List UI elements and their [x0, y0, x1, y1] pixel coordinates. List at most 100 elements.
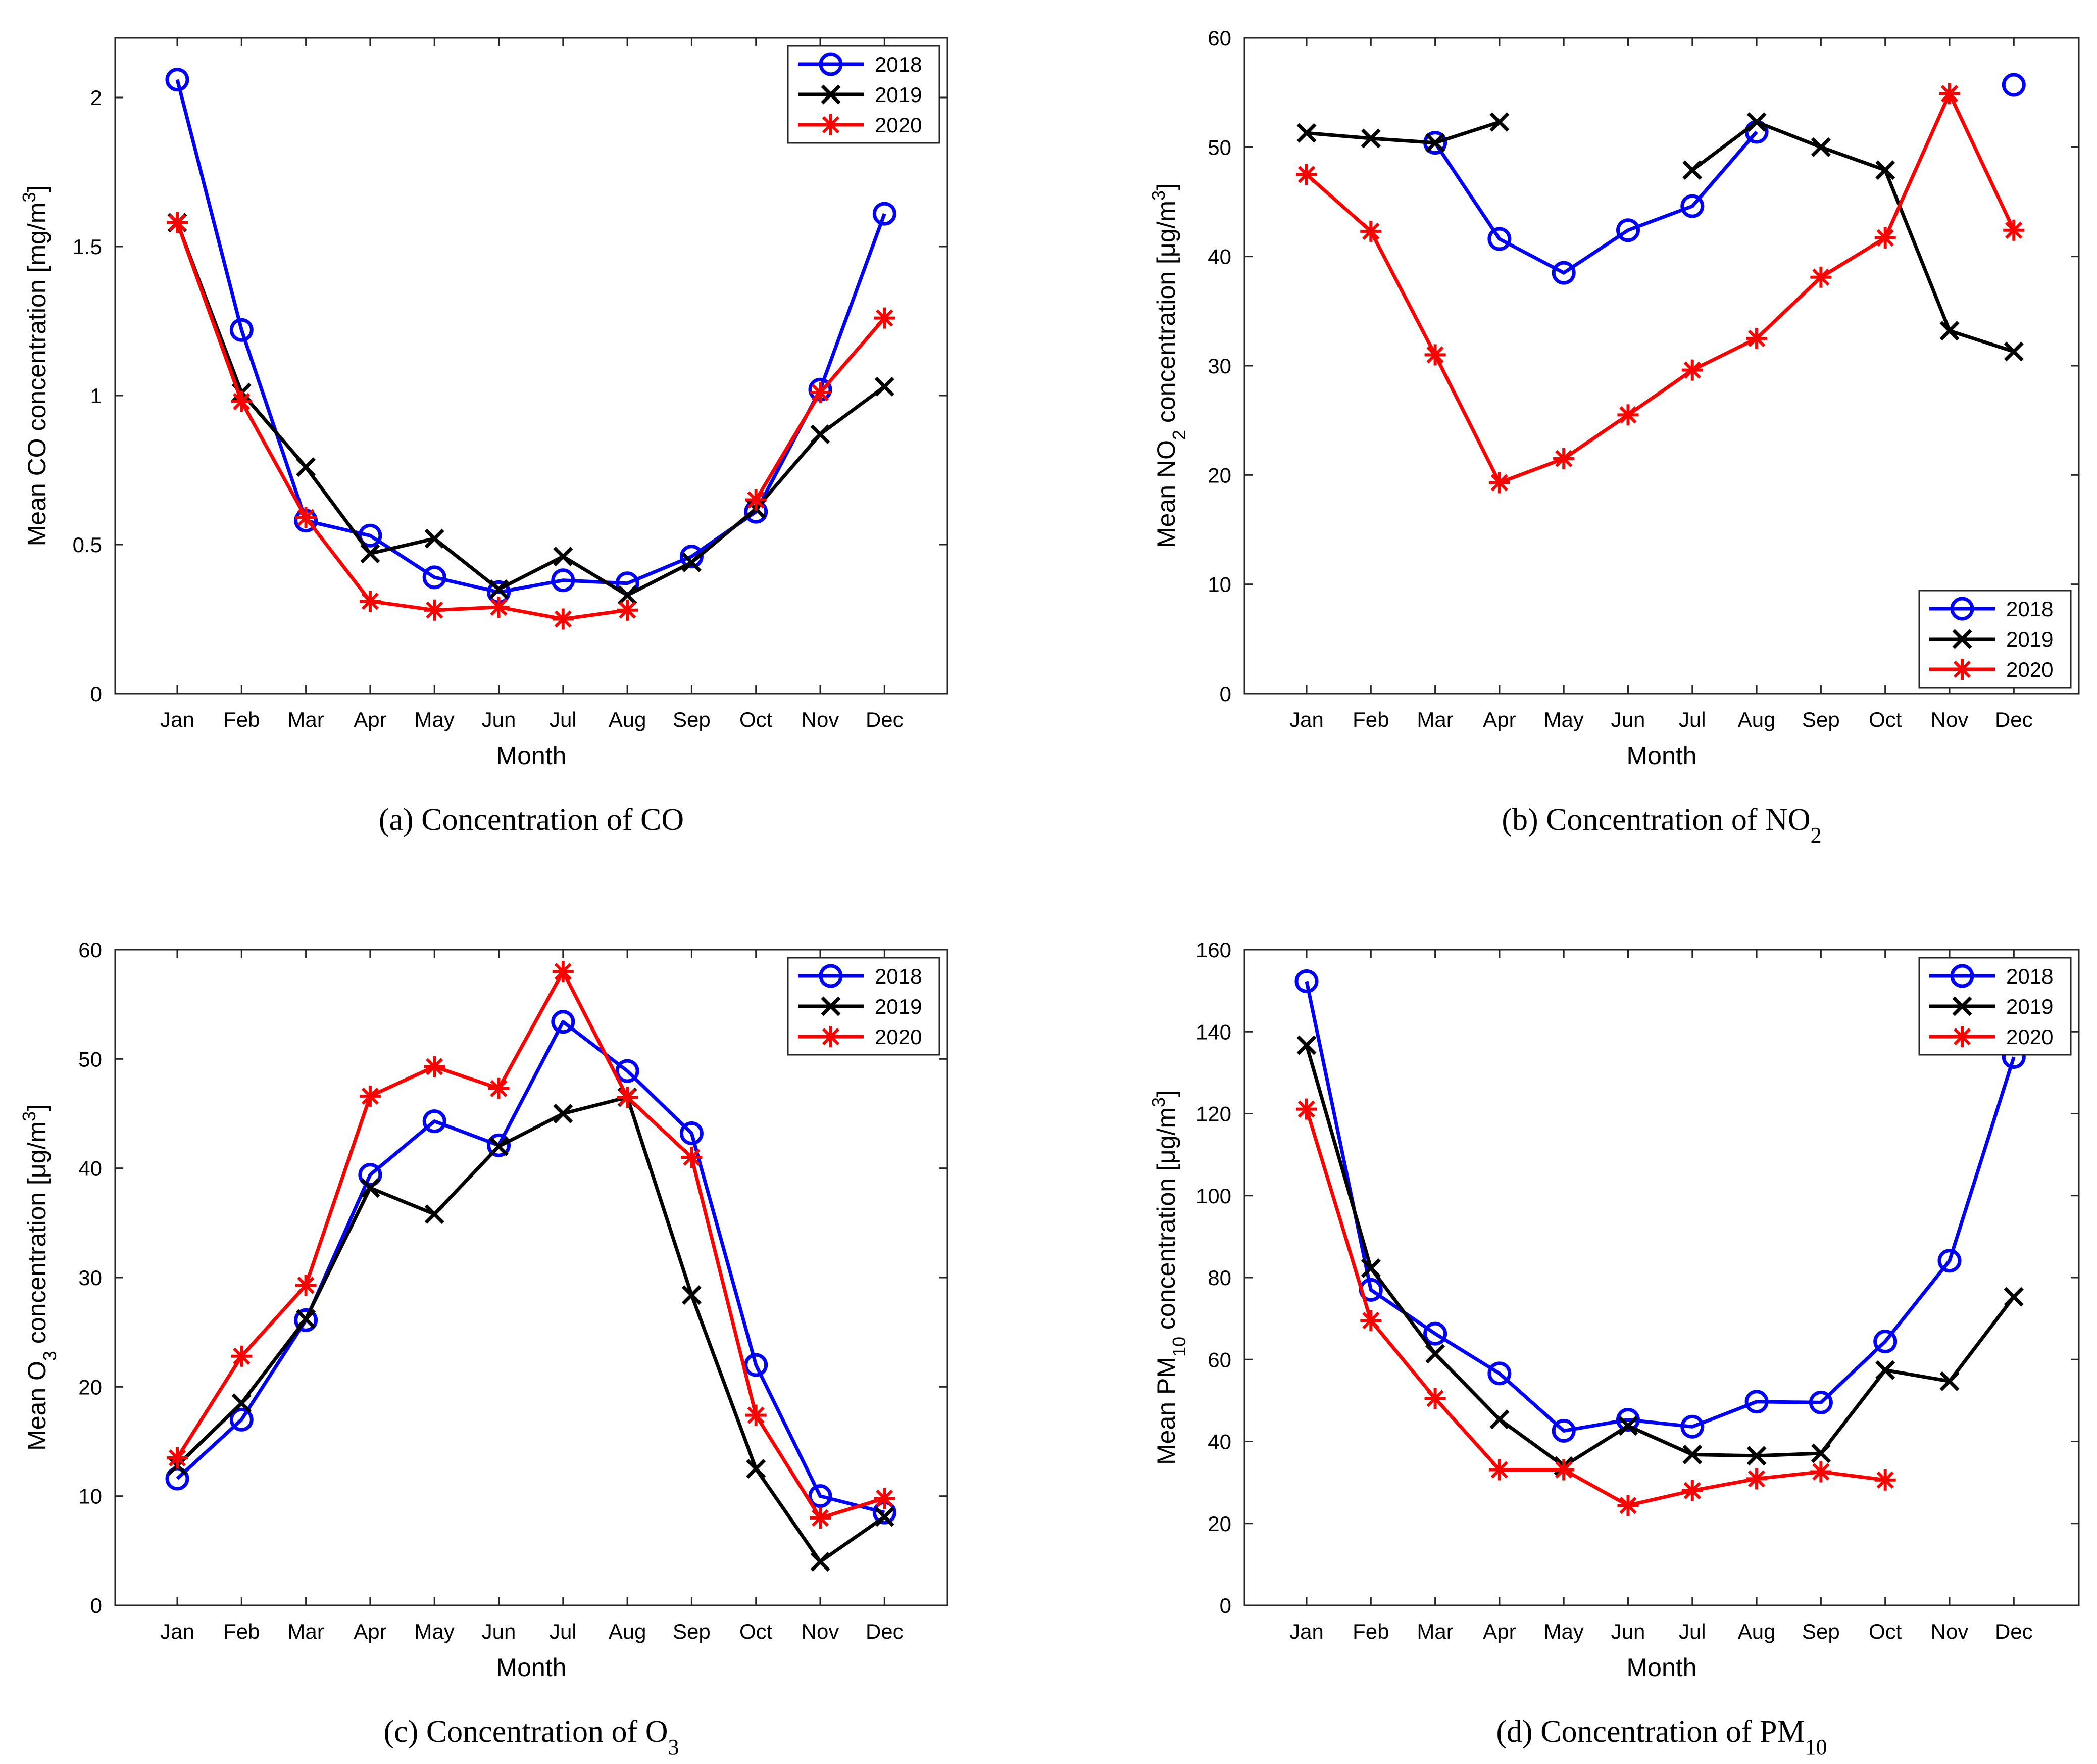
chart-panel-b: 0 10 20 30 40 50 60 Jan Feb Mar Apr May Jun Jul Aug Sep…	[1148, 26, 2080, 848]
legend-label-2018: 2018	[875, 964, 922, 988]
series-2019	[1296, 112, 2024, 362]
series-line-2020	[176, 969, 885, 1520]
data-point-2019-Jun	[489, 1136, 509, 1156]
data-point-2019-Dec	[2004, 341, 2024, 362]
x-axis-label: Month	[496, 1653, 567, 1682]
data-point-2019-Jul	[553, 547, 573, 567]
x-tick-label: Nov	[802, 708, 839, 731]
data-point-2018-Nov	[808, 1484, 832, 1508]
data-point-2019-Oct	[1875, 160, 1895, 180]
x-tick-label: Jul	[1679, 1620, 1706, 1643]
data-point-2020-Mar	[1424, 1388, 1446, 1409]
legend-marker-2018	[1950, 597, 1974, 621]
legend-label-2019: 2019	[2006, 995, 2053, 1018]
x-tick-label: May	[415, 1620, 455, 1643]
data-point-2019-Feb	[231, 1393, 252, 1413]
data-point-2019-Aug	[1746, 1446, 1767, 1466]
data-point-2020-Apr	[1488, 472, 1510, 494]
data-point-2018-May	[422, 1109, 446, 1134]
data-point-2020-May	[1553, 448, 1575, 469]
chart-panel-d: 0 20 40 60 80 100 120 140 160 Jan Feb Mar Apr May Jun J…	[1148, 938, 2080, 1759]
legend-label-2018: 2018	[2006, 597, 2053, 621]
series-line-2018	[176, 1020, 885, 1514]
y-axis-label: Mean O3 concentration [μg/m3]	[19, 1104, 60, 1451]
data-point-2020-Aug	[1746, 327, 1768, 349]
data-point-2018-Jun	[487, 1133, 511, 1157]
data-point-2019-Dec	[874, 376, 894, 397]
data-point-2020-Mar	[295, 1275, 317, 1296]
data-point-2018-Oct	[744, 1353, 768, 1377]
legend-label-2020: 2020	[2006, 658, 2053, 681]
data-point-2018-Jul	[551, 1010, 575, 1034]
data-point-2020-Dec	[874, 1487, 895, 1509]
x-axis-label: Month	[1627, 1653, 1697, 1682]
x-tick-label: Oct	[739, 1620, 773, 1643]
data-point-2019-Sep	[1811, 137, 1831, 157]
data-point-2018-Jun	[1616, 1408, 1640, 1432]
data-point-2020-Oct	[1874, 1469, 1896, 1491]
data-point-2018-Aug	[615, 1059, 639, 1083]
data-point-2018-Jan	[165, 1466, 189, 1491]
chart-panel-a: 0 0.5 1 1.5 2 Jan Feb Mar Apr May Jun Jul Aug Sep Oct N…	[19, 37, 948, 837]
x-tick-label: Sep	[1802, 1620, 1840, 1643]
legend-marker-2019	[1952, 629, 1972, 649]
legend-marker-2019	[1952, 996, 1972, 1016]
data-point-2020-Mar	[1424, 344, 1446, 366]
x-tick-label: May	[1544, 708, 1584, 731]
data-point-2020-Feb	[231, 1345, 253, 1367]
data-point-2018-May	[1552, 1418, 1576, 1443]
y-tick-label: 50	[78, 1047, 102, 1071]
legend-marker-2020	[1952, 659, 1973, 680]
data-point-2020-Jun	[1617, 404, 1639, 426]
series-line-2020	[175, 222, 628, 621]
series-line-2020	[1305, 91, 2016, 484]
data-point-2018-Apr	[1487, 1361, 1512, 1386]
y-tick-label: 10	[78, 1485, 102, 1508]
y-tick-label: 60	[78, 938, 102, 962]
x-tick-label: Jun	[482, 708, 516, 731]
x-tick-label: Apr	[354, 1620, 386, 1643]
x-tick-label: Nov	[1931, 1620, 1969, 1643]
series-2018	[165, 1010, 896, 1525]
y-tick-label: 100	[1196, 1184, 1231, 1208]
data-point-2020-Dec	[2003, 219, 2025, 241]
data-point-2018-Feb	[229, 318, 254, 342]
y-tick-label: 40	[78, 1157, 102, 1181]
data-point-2020-Dec	[874, 307, 895, 329]
data-point-2020-Jan	[167, 1447, 188, 1468]
data-point-2019-Nov	[810, 1551, 830, 1572]
data-point-2018-Sep	[679, 545, 704, 569]
data-point-2019-Jul	[1682, 1444, 1703, 1464]
y-tick-label: 0	[90, 1594, 102, 1618]
data-point-2018-Jul	[1680, 1414, 1705, 1439]
data-point-2019-Apr	[360, 1178, 380, 1198]
series-2019	[167, 213, 894, 605]
x-tick-label: May	[1544, 1620, 1584, 1643]
data-point-2019-Mar	[1425, 133, 1445, 153]
data-point-2019-Sep	[1811, 1443, 1831, 1463]
data-point-2019-Feb	[1361, 1258, 1381, 1278]
x-tick-label: Jul	[1679, 708, 1706, 731]
x-tick-label: Feb	[223, 1620, 260, 1643]
data-point-2020-Jun	[488, 1077, 510, 1099]
caption: (a) Concentration of CO	[379, 803, 684, 837]
legend-label-2020: 2020	[2006, 1025, 2053, 1049]
legend-marker-2019	[821, 996, 841, 1016]
data-point-2018-Jan	[1294, 969, 1319, 993]
legend-label-2018: 2018	[875, 53, 922, 76]
data-point-2020-Apr	[1488, 1459, 1510, 1481]
series-line-2019	[176, 1095, 886, 1563]
y-axis-label: Mean PM10 concentration [μg/m3]	[1148, 1090, 1189, 1465]
data-point-2020-Aug	[617, 599, 638, 621]
y-axis-label: Mean NO2 concentration [μg/m3]	[1148, 183, 1189, 548]
series-line-2019	[1305, 1045, 2016, 1468]
data-point-2019-Apr	[360, 544, 380, 564]
data-point-2020-Jan	[1296, 164, 1317, 185]
data-point-2020-Apr	[359, 591, 381, 612]
caption: (b) Concentration of NO2	[1502, 803, 1821, 848]
data-point-2020-Sep	[1810, 266, 1832, 288]
data-point-2020-Nov	[1939, 83, 1960, 105]
data-point-2019-Jan	[1296, 1035, 1317, 1055]
caption: (c) Concentration of O3	[384, 1714, 679, 1759]
